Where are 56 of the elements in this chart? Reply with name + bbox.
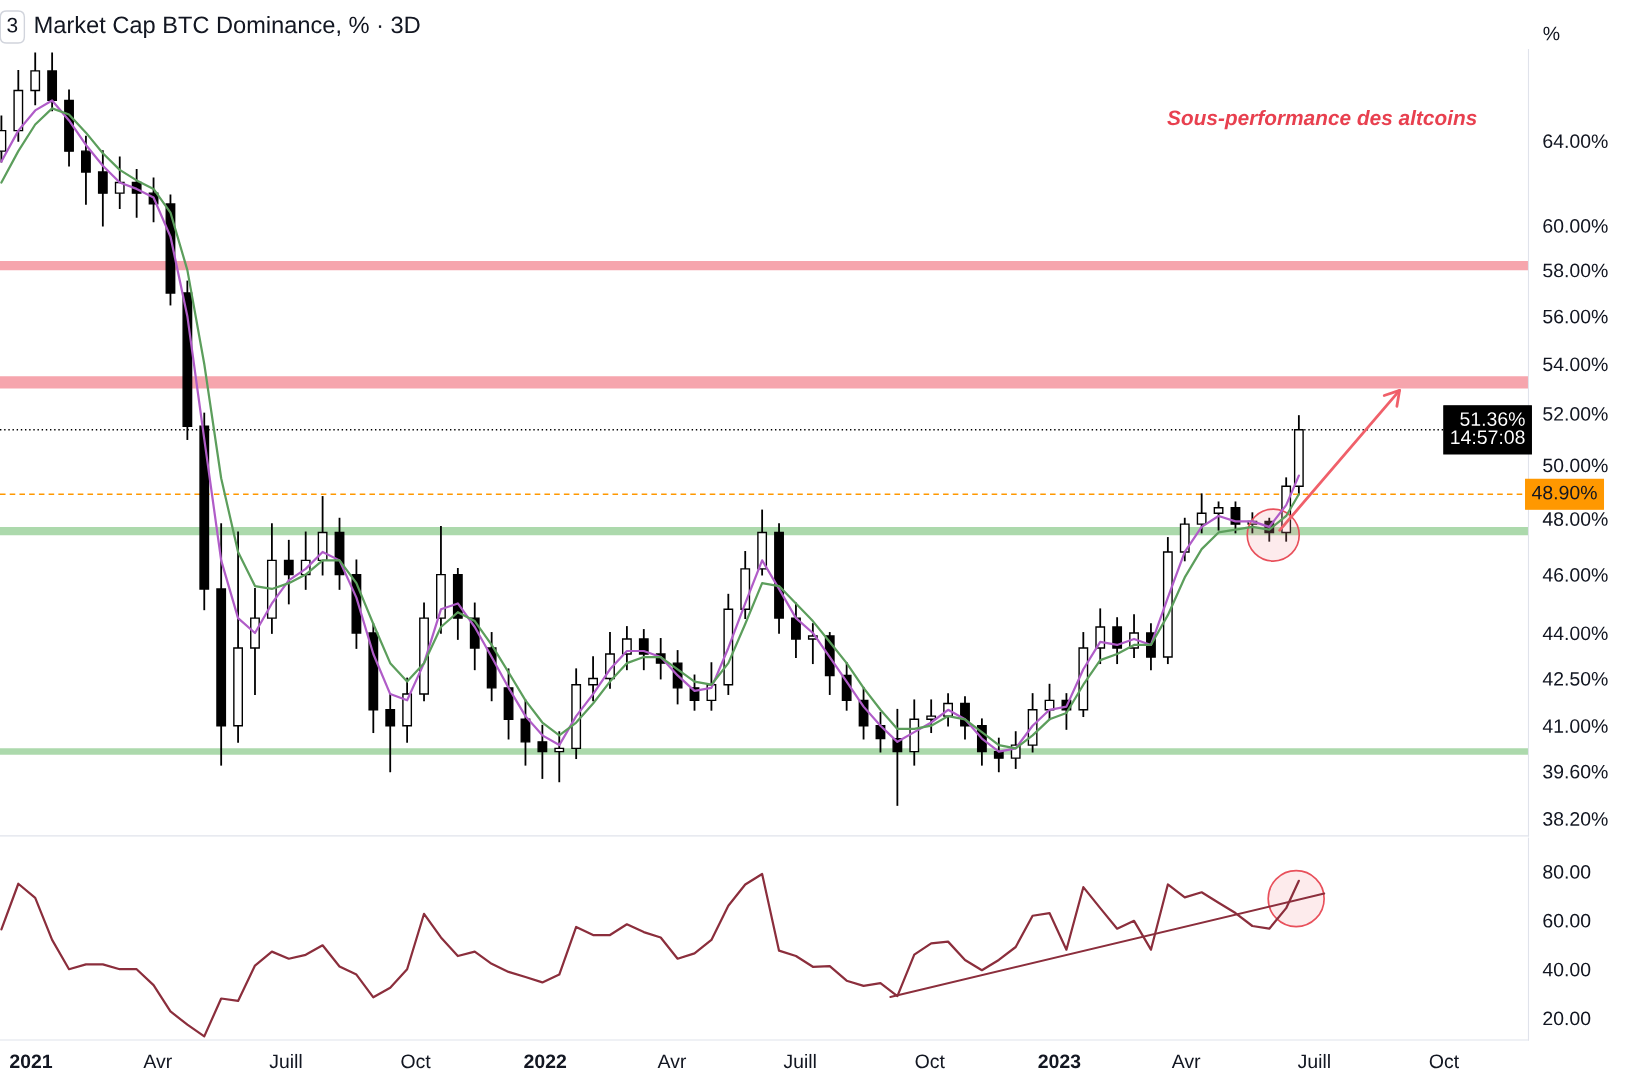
y-tick-label: 41.00%	[1542, 719, 1608, 733]
candlestick	[537, 724, 548, 779]
x-tick-label: Avr	[143, 1054, 172, 1069]
candlestick	[993, 737, 1004, 773]
x-tick-label: Avr	[1171, 1054, 1201, 1069]
x-tick-label: Oct	[401, 1054, 431, 1069]
x-tick-label: Juill	[1297, 1053, 1330, 1069]
x-tick-label: Oct	[1429, 1054, 1459, 1069]
x-tick-label: Oct	[915, 1054, 945, 1069]
candlestick	[638, 629, 649, 671]
candlestick	[791, 602, 801, 658]
x-tick-label: Juill	[783, 1053, 816, 1069]
annotation: Sous-performance des altcoins	[1167, 109, 1477, 130]
candlestick	[1112, 617, 1123, 665]
candlestick	[926, 699, 937, 734]
y-tick-label: 39.60%	[1543, 764, 1608, 779]
candlestick	[81, 135, 91, 205]
y-axis-title: %	[1543, 26, 1560, 41]
candlestick	[1196, 493, 1207, 534]
y-tick-label: 48.00%	[1542, 512, 1608, 526]
y-tick-label: 50.00%	[1543, 458, 1608, 473]
x-tick-label: 2022	[524, 1054, 567, 1069]
candlestick	[97, 150, 108, 227]
y-tick-label: 40.00	[1542, 962, 1591, 977]
candlestick	[621, 626, 632, 671]
candlestick	[385, 693, 396, 773]
y-tick-label: 20.00	[1543, 1011, 1591, 1026]
candlestick	[588, 656, 599, 702]
candlestick	[283, 539, 294, 605]
chart-title: Market Cap BTC Dominance, % · 3D	[35, 15, 420, 38]
y-tick-label: 38.20%	[1543, 812, 1608, 826]
candlestick	[554, 731, 565, 783]
y-tick-label: 80.00	[1543, 865, 1591, 879]
y-tick-label: 58.00%	[1543, 263, 1608, 278]
candlestick	[114, 156, 125, 210]
y-tick-label: 52.00%	[1543, 407, 1608, 421]
text: 3	[7, 17, 18, 33]
y-tick-label: 60.00%	[1543, 219, 1608, 233]
x-tick-label: Juill	[269, 1053, 302, 1069]
x-tick-label: 2021	[10, 1054, 53, 1069]
candlestick	[1095, 608, 1106, 665]
y-tick-label: 42.50%	[1542, 671, 1608, 686]
candlestick	[1213, 501, 1224, 531]
candlestick	[520, 699, 531, 766]
y-tick-label: 44.00%	[1542, 626, 1608, 641]
y-tick-label: 60.00	[1543, 913, 1591, 928]
y-tick-label: 46.00%	[1542, 568, 1608, 582]
x-tick-label: Avr	[657, 1054, 687, 1069]
x-tick-label: 2023	[1038, 1054, 1081, 1069]
candlestick	[30, 52, 41, 106]
y-tick-label: 54.00%	[1543, 357, 1608, 372]
y-tick-label: 56.00%	[1543, 309, 1608, 324]
ref-line-label: 51.36% 14:57:08	[1451, 412, 1525, 445]
y-tick-label: 64.00%	[1543, 134, 1608, 149]
ref-line-label: 48.90%	[1531, 485, 1597, 500]
candlestick	[807, 623, 818, 665]
